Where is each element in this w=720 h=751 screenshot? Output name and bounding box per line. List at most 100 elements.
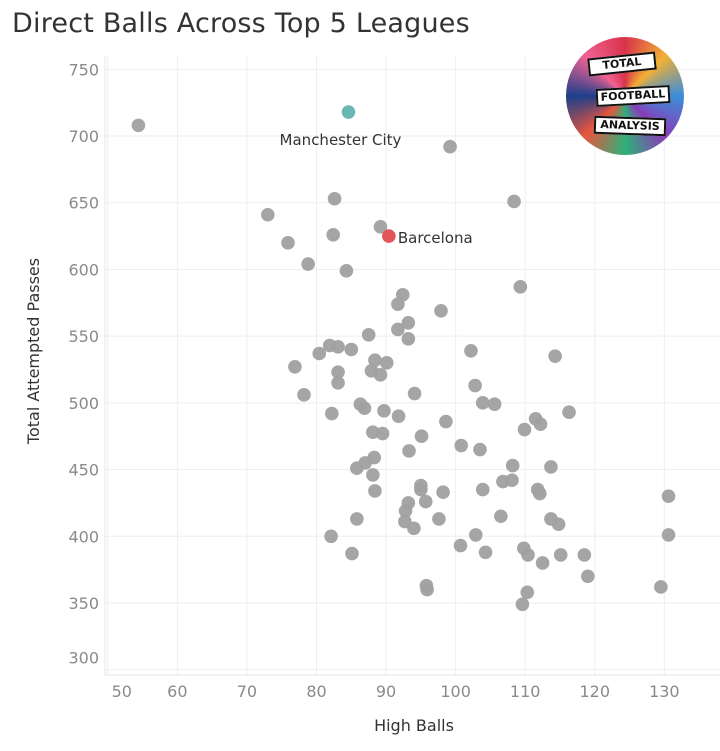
data-point [402,444,416,458]
x-tick-label: 50 [112,682,132,701]
data-point [439,414,453,429]
data-point [505,473,519,488]
data-point [344,342,359,357]
data-point [331,340,345,354]
data-point [475,396,490,410]
data-point [535,556,550,570]
data-point [420,582,434,597]
data-point [434,304,448,318]
label-manchester-city: Manchester City [280,131,402,149]
data-point [350,461,364,476]
data-point [661,528,676,542]
data-point [260,207,275,222]
y-tick-label: 450 [68,461,99,480]
data-point [469,528,483,542]
data-point [521,548,535,562]
x-tick-label: 130 [649,682,680,701]
data-point [407,521,421,536]
logo-line-3: ANALYSIS [593,115,667,137]
data-point [345,546,359,561]
x-tick-label: 120 [580,682,611,701]
data-points [131,118,676,612]
data-point [507,194,521,209]
x-tick-label: 100 [440,682,471,701]
data-point [401,332,416,346]
data-point [357,401,372,415]
data-point [375,426,390,441]
data-point [581,569,595,584]
data-point [339,263,354,278]
data-point [454,438,468,453]
data-point [361,328,376,342]
data-point [553,548,568,562]
data-point [391,409,406,423]
data-point [494,509,508,524]
data-point [577,548,592,562]
y-tick-label: 400 [68,527,99,546]
data-point [468,378,482,393]
x-tick-label: 70 [237,682,257,701]
data-point [327,191,342,206]
data-point [436,485,450,500]
data-point [368,353,382,367]
data-point [324,529,338,544]
x-tick-label: 90 [376,682,396,701]
label-barcelona: Barcelona [398,229,473,247]
data-point [368,484,382,498]
data-point [487,397,502,411]
data-point [373,368,388,382]
data-point [453,538,468,553]
x-tick-label: 60 [167,682,187,701]
y-tick-label: 750 [68,60,99,79]
data-point [515,597,530,612]
data-point [418,494,433,509]
data-point [505,458,520,473]
data-point [288,360,302,374]
data-point [391,322,405,337]
logo-line-2: FOOTBALL [595,85,671,107]
y-tick-label: 650 [68,194,99,213]
y-tick-label: 550 [68,327,99,346]
data-point [401,316,416,330]
data-point [414,429,429,444]
data-point [544,460,558,474]
data-point [551,517,566,532]
data-point-barcelona [382,229,396,243]
data-point [398,504,413,518]
data-point [548,349,562,363]
data-point [301,257,315,271]
data-point [473,442,487,457]
data-point [533,486,547,501]
logo-line-1: TOTAL [587,51,657,77]
data-point [331,365,345,379]
data-point [312,346,327,361]
y-tick-label: 700 [68,127,99,146]
data-point [478,545,493,560]
chart-title: Direct Balls Across Top 5 Leagues [12,8,470,39]
data-point [281,235,295,250]
data-point [464,344,478,358]
y-tick-label: 350 [68,594,99,613]
data-point [350,512,364,526]
data-point [520,585,535,600]
y-tick-label: 600 [68,260,99,279]
x-axis-ticks: 50 60 70 80 90 100 110 120 130 [112,682,680,701]
data-point [533,417,548,431]
data-point [331,376,345,390]
data-point [326,227,340,242]
x-axis-label: High Balls [374,716,454,735]
data-point [377,404,391,418]
highlighted-points: Manchester City Barcelona [280,105,473,247]
data-point-manchester-city [341,105,356,119]
x-tick-label: 110 [510,682,541,701]
data-point [562,405,576,419]
data-point [414,482,428,497]
data-point [517,422,532,437]
data-point [654,580,668,594]
data-point [391,297,405,311]
y-tick-label: 300 [68,649,99,668]
data-point [324,406,339,421]
y-axis-label: Total Attempted Passes [24,258,43,445]
data-point [475,482,490,497]
